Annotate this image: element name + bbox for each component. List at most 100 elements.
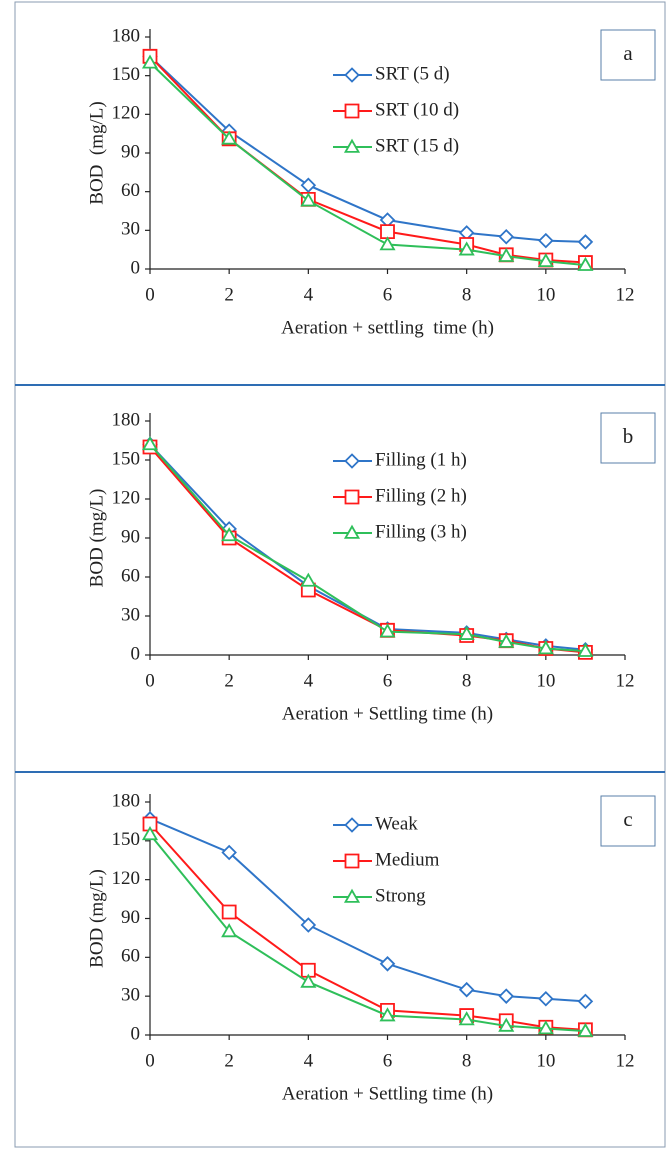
legend-label: Filling (2 h) — [375, 485, 467, 506]
y-tick-label: 90 — [121, 907, 140, 928]
x-tick-label: 12 — [616, 670, 635, 691]
data-point — [300, 177, 317, 193]
y-tick-label: 60 — [121, 565, 140, 586]
x-axis-title: Aeration + settling time (h) — [281, 317, 494, 338]
y-tick-label: 30 — [121, 985, 140, 1006]
data-point — [458, 981, 475, 998]
y-tick-label: 120 — [112, 868, 141, 889]
legend-label: Medium — [375, 849, 440, 870]
x-tick-label: 6 — [383, 1050, 393, 1071]
legend-label: Filling (1 h) — [375, 449, 467, 470]
data-point — [538, 232, 554, 249]
legend-label: SRT (10 d) — [375, 99, 459, 120]
data-point — [300, 973, 317, 988]
legend-label: Weak — [375, 813, 418, 834]
data-point — [300, 917, 317, 933]
y-tick-label: 120 — [112, 487, 141, 508]
legend-marker — [344, 817, 360, 833]
x-tick-label: 0 — [145, 284, 155, 305]
y-tick-label: 150 — [112, 448, 141, 469]
y-tick-label: 180 — [112, 25, 141, 46]
y-tick-label: 180 — [112, 409, 141, 430]
series-line — [149, 443, 586, 653]
legend-marker — [344, 489, 360, 505]
x-tick-label: 4 — [304, 284, 314, 305]
legend-marker — [344, 67, 360, 83]
data-point — [300, 572, 317, 587]
x-tick-label: 6 — [383, 284, 393, 305]
data-point — [577, 234, 594, 250]
x-axis-title: Aeration + Settling time (h) — [282, 1083, 493, 1104]
y-tick-label: 90 — [121, 526, 140, 547]
legend-label: Filling (3 h) — [375, 521, 467, 542]
legend-label: Strong — [375, 885, 426, 906]
data-point — [379, 236, 396, 251]
data-point — [537, 252, 554, 268]
x-tick-label: 2 — [224, 284, 234, 305]
annotation-box — [600, 795, 656, 847]
data-point — [537, 640, 554, 655]
legend-label: SRT (15 d) — [375, 135, 459, 156]
x-tick-label: 8 — [462, 1050, 472, 1071]
data-point — [458, 1011, 475, 1026]
y-axis-title: BOD (mg/L) — [86, 869, 107, 968]
y-tick-label: 0 — [131, 643, 141, 664]
annotation: c — [623, 807, 632, 831]
x-tick-label: 12 — [616, 1050, 635, 1071]
annotation-box — [600, 412, 656, 464]
x-tick-label: 8 — [462, 284, 472, 305]
legend-marker — [343, 888, 361, 903]
y-tick-label: 180 — [112, 790, 141, 811]
x-tick-label: 6 — [383, 670, 393, 691]
y-tick-label: 150 — [112, 829, 141, 850]
series-line — [149, 55, 586, 264]
x-tick-label: 2 — [224, 1050, 234, 1071]
y-tick-label: 150 — [112, 64, 141, 85]
data-point — [300, 192, 317, 207]
x-axis-title: Aeration + Settling time (h) — [282, 703, 493, 724]
frame — [14, 1, 666, 1148]
x-tick-label: 8 — [462, 670, 472, 691]
data-point — [538, 990, 554, 1007]
data-point — [221, 130, 238, 145]
series-line — [149, 817, 586, 1003]
data-point — [498, 633, 515, 648]
data-point — [380, 224, 395, 240]
annotation: b — [623, 424, 634, 448]
x-tick-label: 4 — [304, 670, 314, 691]
legend-marker — [343, 138, 361, 153]
data-point — [141, 54, 159, 69]
data-point — [577, 1022, 594, 1037]
y-tick-label: 60 — [121, 180, 140, 201]
y-tick-label: 90 — [121, 141, 140, 162]
data-point — [537, 1020, 554, 1035]
data-point — [221, 904, 237, 920]
x-tick-label: 10 — [536, 670, 555, 691]
data-point — [141, 436, 159, 451]
data-point — [498, 247, 515, 262]
y-tick-label: 60 — [121, 946, 140, 967]
data-point — [498, 1017, 515, 1032]
x-tick-label: 10 — [536, 284, 555, 305]
data-point — [221, 923, 238, 938]
series-line — [149, 62, 586, 267]
y-tick-label: 30 — [121, 604, 140, 625]
data-point — [379, 956, 396, 972]
x-tick-label: 2 — [224, 670, 234, 691]
data-point — [577, 642, 594, 657]
y-tick-label: 120 — [112, 103, 141, 124]
y-tick-label: 0 — [131, 1023, 141, 1044]
y-tick-label: 0 — [131, 257, 141, 278]
data-point — [458, 241, 475, 256]
x-tick-label: 10 — [536, 1050, 555, 1071]
x-tick-label: 12 — [616, 284, 635, 305]
series-line — [149, 55, 586, 243]
data-point — [577, 993, 594, 1010]
series-line — [149, 833, 586, 1033]
legend-marker — [343, 524, 361, 539]
legend-marker — [344, 103, 360, 119]
data-point — [221, 527, 238, 542]
x-tick-label: 4 — [304, 1050, 314, 1071]
y-tick-label: 30 — [121, 219, 140, 240]
y-axis-title: BOD (mg/L) — [86, 101, 107, 204]
